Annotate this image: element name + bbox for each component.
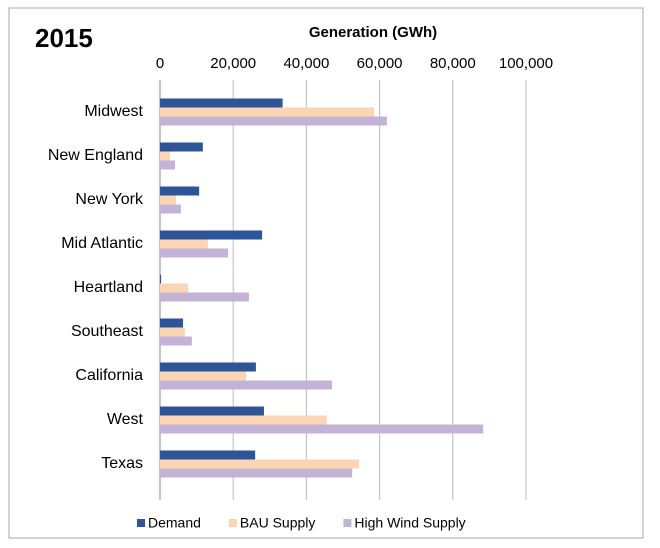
bar xyxy=(160,186,200,196)
bar xyxy=(160,292,249,302)
bar xyxy=(160,380,333,390)
legend-swatch xyxy=(137,519,145,527)
y-tick-label: California xyxy=(75,367,143,384)
bar xyxy=(160,274,162,284)
y-tick-label: New England xyxy=(48,147,143,164)
bar xyxy=(160,468,353,478)
chart-border xyxy=(8,7,644,539)
bar xyxy=(160,415,327,425)
y-tick-label: Heartland xyxy=(74,279,143,296)
legend-swatch xyxy=(228,519,237,527)
bar xyxy=(160,424,484,434)
bar xyxy=(160,336,192,346)
x-tick-label: 40,000 xyxy=(283,55,329,72)
bar xyxy=(160,239,208,249)
bar xyxy=(160,195,177,205)
bar xyxy=(160,362,256,372)
legend-label: High Wind Supply xyxy=(354,515,465,531)
legend-swatch xyxy=(343,519,352,527)
axis-title: Generation (GWh) xyxy=(309,24,437,41)
y-tick-label: Midwest xyxy=(84,103,143,120)
bar xyxy=(160,116,387,126)
bar xyxy=(160,283,189,293)
bar xyxy=(160,142,203,152)
y-tick-label: New York xyxy=(75,191,144,208)
x-tick-label: 20,000 xyxy=(210,55,256,72)
x-tick-label: 60,000 xyxy=(357,55,403,72)
x-tick-label: 80,000 xyxy=(430,55,476,72)
bar xyxy=(160,406,264,416)
legend-label: Demand xyxy=(148,515,201,531)
bar xyxy=(160,204,181,214)
x-tick-label: 0 xyxy=(156,55,164,72)
x-tick-label: 100,000 xyxy=(499,55,553,72)
y-tick-label: Southeast xyxy=(71,323,144,340)
bar xyxy=(160,230,263,240)
y-tick-label: Texas xyxy=(101,455,143,472)
y-tick-label: Mid Atlantic xyxy=(61,235,143,252)
bar xyxy=(160,371,247,381)
bar xyxy=(160,160,176,170)
bar xyxy=(160,459,360,469)
bar xyxy=(160,151,170,161)
bar xyxy=(160,248,229,258)
bar xyxy=(160,98,283,108)
bar xyxy=(160,107,375,117)
chart-title: 2015 xyxy=(35,23,93,53)
legend-label: BAU Supply xyxy=(240,515,315,531)
bar xyxy=(160,327,185,337)
y-tick-label: West xyxy=(107,411,144,428)
bar xyxy=(160,318,184,328)
bar xyxy=(160,450,256,460)
